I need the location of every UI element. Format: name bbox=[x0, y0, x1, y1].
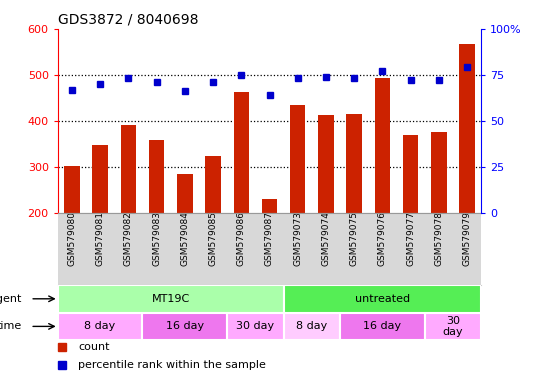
Bar bbox=[425, 313, 481, 340]
Text: untreated: untreated bbox=[355, 294, 410, 304]
Text: 8 day: 8 day bbox=[85, 321, 116, 331]
Bar bbox=[346, 114, 362, 213]
Bar bbox=[58, 313, 142, 340]
Bar bbox=[177, 174, 192, 213]
Text: 16 day: 16 day bbox=[364, 321, 402, 331]
Bar bbox=[431, 132, 447, 213]
Bar bbox=[284, 285, 481, 313]
Bar bbox=[205, 156, 221, 213]
Bar bbox=[58, 285, 284, 313]
Bar bbox=[284, 313, 340, 340]
Text: MT19C: MT19C bbox=[152, 294, 190, 304]
Bar bbox=[340, 313, 425, 340]
Bar bbox=[290, 105, 305, 213]
Bar bbox=[64, 166, 80, 213]
Text: percentile rank within the sample: percentile rank within the sample bbox=[78, 361, 266, 371]
Bar bbox=[92, 145, 108, 213]
Bar bbox=[234, 92, 249, 213]
Bar bbox=[403, 136, 419, 213]
Text: 8 day: 8 day bbox=[296, 321, 327, 331]
Bar bbox=[120, 125, 136, 213]
Text: count: count bbox=[78, 342, 109, 352]
Text: agent: agent bbox=[0, 294, 22, 304]
Bar bbox=[142, 313, 227, 340]
Text: GDS3872 / 8040698: GDS3872 / 8040698 bbox=[58, 12, 198, 26]
Bar bbox=[459, 43, 475, 213]
Bar bbox=[375, 78, 390, 213]
Text: 16 day: 16 day bbox=[166, 321, 204, 331]
Bar bbox=[318, 115, 334, 213]
Text: time: time bbox=[0, 321, 22, 331]
Bar bbox=[262, 199, 277, 213]
Bar bbox=[149, 140, 164, 213]
Text: 30 day: 30 day bbox=[236, 321, 274, 331]
Bar bbox=[227, 313, 284, 340]
Text: 30
day: 30 day bbox=[443, 316, 463, 337]
